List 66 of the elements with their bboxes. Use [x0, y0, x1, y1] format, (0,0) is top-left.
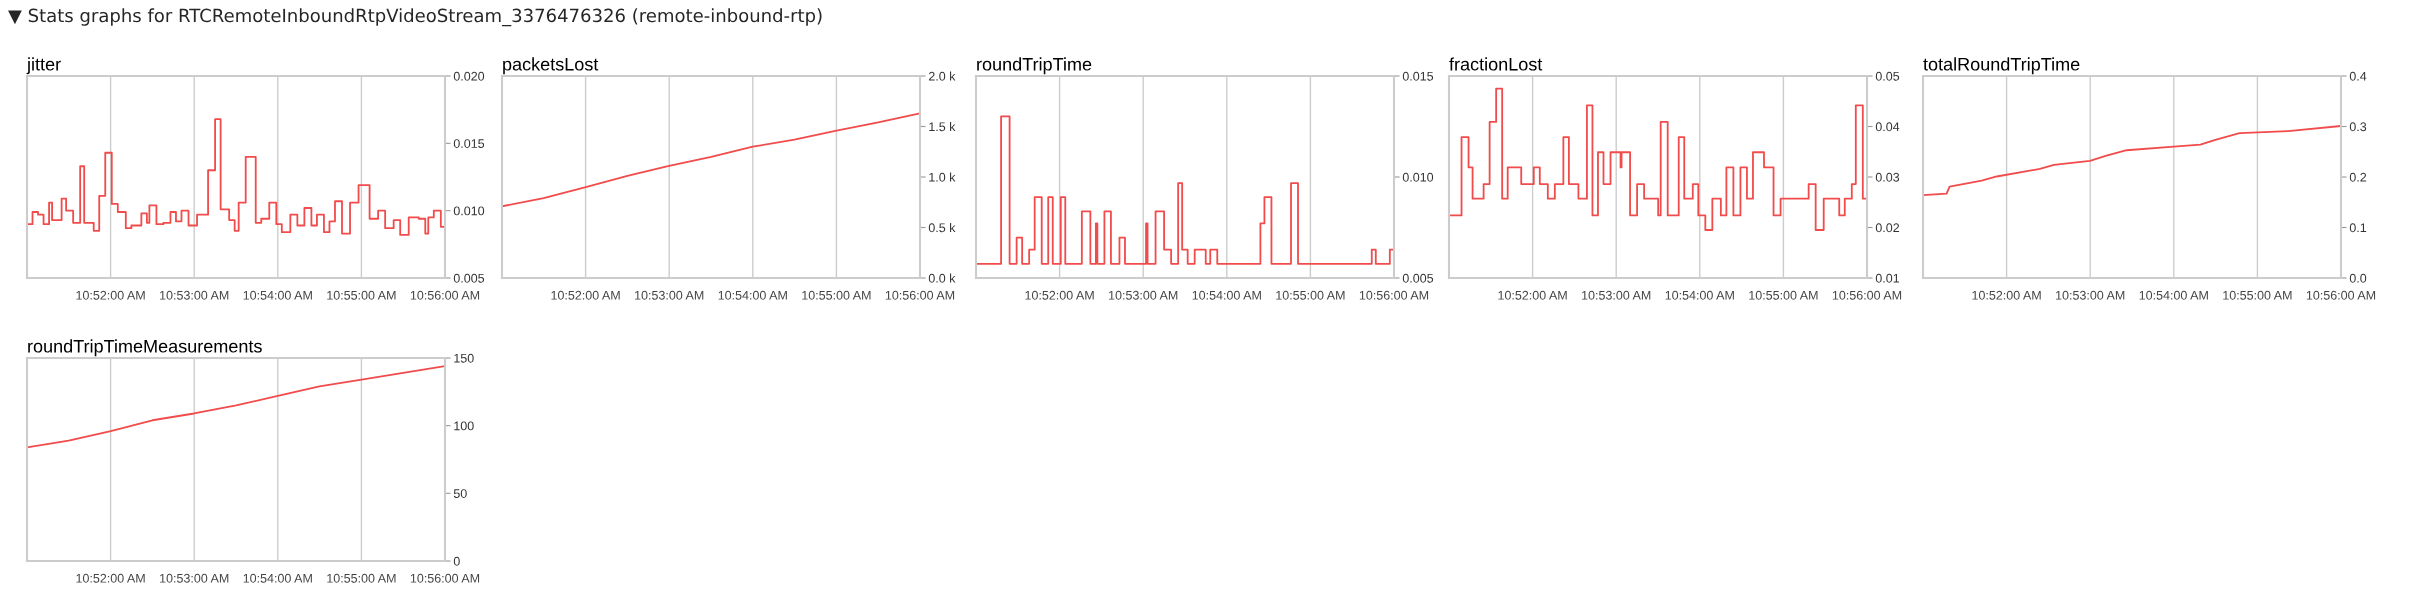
x-tick-label: 10:52:00 AM [1025, 290, 1094, 300]
x-tick-label: 10:54:00 AM [718, 290, 787, 300]
chart-title: fractionLost [1449, 57, 1543, 71]
x-tick-label: 10:54:00 AM [243, 573, 312, 583]
x-tick-label: 10:53:00 AM [160, 290, 229, 300]
x-tick-label: 10:54:00 AM [2139, 290, 2208, 300]
x-tick-label: 10:52:00 AM [551, 290, 620, 300]
text: ▼ Stats graphs for RTCRemoteInboundRtpVideoStream_3376476326 (remote-inbound-rtp) [8, 8, 822, 27]
y-tick-label: 0.2 [2349, 172, 2367, 182]
x-tick-label: 10:55:00 AM [327, 290, 396, 300]
x-tick-label: 10:54:00 AM [1192, 290, 1261, 300]
y-tick-label: 0.005 [1402, 273, 1434, 283]
x-tick-label: 10:56:00 AM [2306, 290, 2376, 300]
y-tick-label: 0.020 [453, 71, 485, 81]
line-series [27, 365, 445, 449]
x-tick-label: 10:52:00 AM [76, 290, 145, 300]
x-tick-label: 10:54:00 AM [243, 290, 312, 300]
y-tick-label: 0.01 [1875, 273, 1900, 283]
y-tick-label: 0.4 [2349, 71, 2367, 81]
x-tick-label: 10:53:00 AM [2056, 290, 2125, 300]
x-tick-label: 10:55:00 AM [1749, 290, 1818, 300]
x-tick-label: 10:56:00 AM [410, 573, 480, 583]
x-tick-label: 10:52:00 AM [1972, 290, 2041, 300]
y-tick-label: 0.02 [1875, 223, 1900, 233]
y-tick-label: 0.015 [453, 139, 485, 148]
y-tick-label: 0.005 [453, 273, 485, 283]
chart-title: roundTripTime [977, 57, 1092, 75]
y-tick-label: 0.010 [1402, 172, 1434, 182]
y-tick-label: 1.5 k [929, 121, 956, 132]
y-tick-label: 0.1 [2349, 223, 2367, 233]
x-tick-label: 10:56:00 AM [885, 290, 955, 300]
y-tick-label: 150 [454, 353, 474, 363]
y-tick-label: 0.03 [1875, 172, 1900, 182]
line-series [1923, 125, 2341, 197]
chart-title: packetsLost [503, 57, 599, 75]
x-tick-label: 10:53:00 AM [1109, 290, 1178, 300]
y-tick-label: 0.3 [2349, 122, 2367, 132]
x-tick-label: 10:55:00 AM [1276, 290, 1345, 300]
chart-title: totalRoundTripTime [1923, 57, 2080, 75]
x-tick-label: 10:53:00 AM [160, 573, 229, 583]
x-tick-label: 10:54:00 AM [1665, 290, 1734, 300]
chart-title: roundTripTimeMeasurements [28, 339, 262, 357]
y-tick-label: 0.0 [2349, 273, 2367, 283]
y-tick-label: 0 [453, 556, 460, 566]
y-tick-label: 0.010 [453, 206, 485, 216]
chart-title: jitter [26, 57, 61, 75]
x-tick-label: 10:56:00 AM [1832, 290, 1902, 300]
x-tick-label: 10:55:00 AM [2223, 290, 2292, 300]
y-tick-label: 1.0 k [929, 172, 956, 182]
x-tick-label: 10:56:00 AM [1359, 290, 1429, 300]
y-tick-label: 50 [453, 489, 467, 498]
x-tick-label: 10:56:00 AM [410, 290, 480, 300]
y-tick-label: 0.0 k [928, 273, 956, 283]
y-tick-label: 100 [454, 421, 474, 431]
x-tick-label: 10:55:00 AM [802, 290, 871, 300]
x-tick-label: 10:52:00 AM [1498, 290, 1567, 300]
x-tick-label: 10:53:00 AM [1582, 290, 1651, 300]
x-tick-label: 10:52:00 AM [76, 573, 145, 583]
y-tick-label: 0.5 k [928, 222, 956, 233]
y-tick-label: 0.015 [1402, 71, 1434, 81]
y-tick-label: 0.04 [1875, 122, 1900, 132]
x-tick-label: 10:53:00 AM [635, 290, 704, 300]
line-series [502, 112, 920, 208]
x-tick-label: 10:55:00 AM [327, 573, 396, 583]
y-tick-label: 2.0 k [928, 71, 956, 81]
y-tick-label: 0.05 [1875, 71, 1900, 81]
